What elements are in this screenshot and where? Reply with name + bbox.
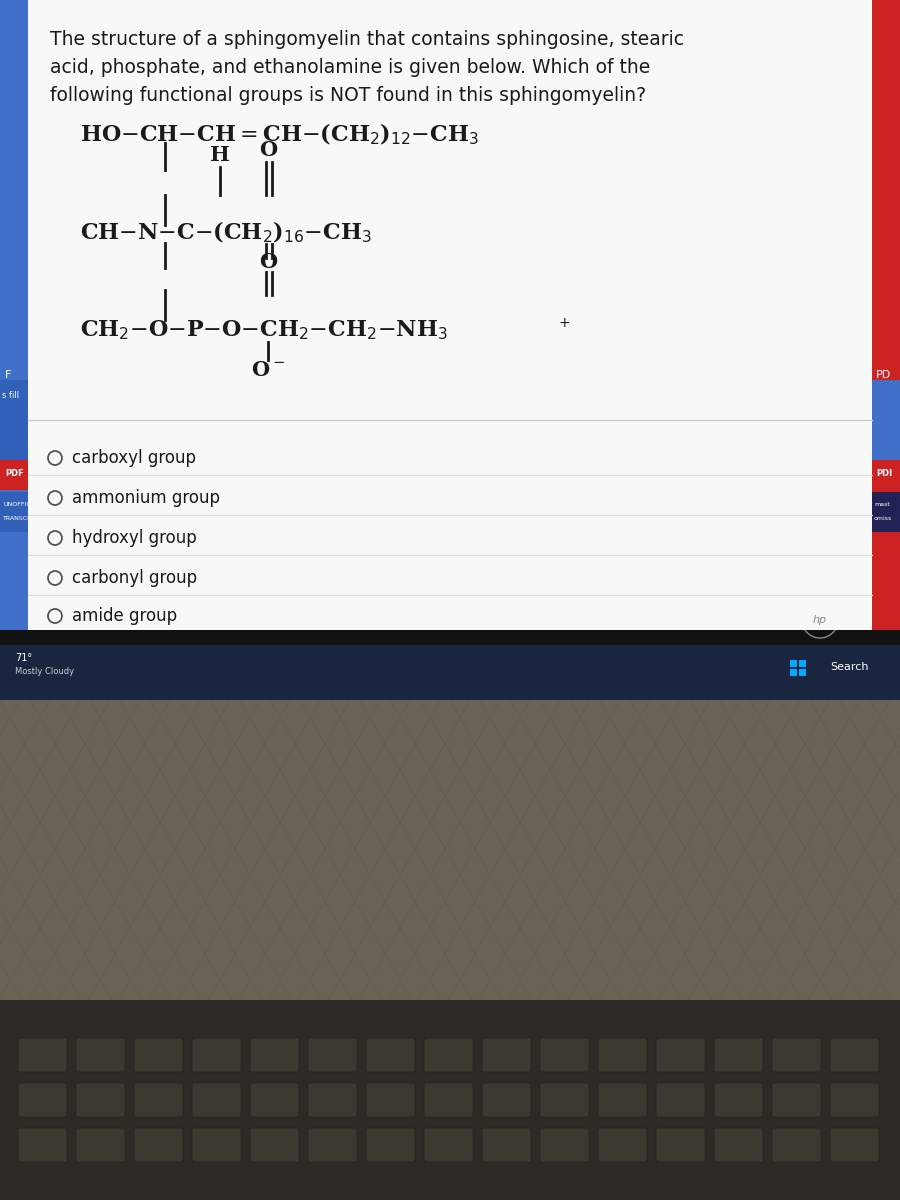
- Text: The structure of a sphingomyelin that contains sphingosine, stearic: The structure of a sphingomyelin that co…: [50, 30, 684, 49]
- FancyBboxPatch shape: [192, 1128, 241, 1162]
- FancyBboxPatch shape: [134, 1082, 183, 1117]
- FancyBboxPatch shape: [308, 1038, 357, 1072]
- Text: following functional groups is NOT found in this sphingomyelin?: following functional groups is NOT found…: [50, 86, 646, 104]
- FancyBboxPatch shape: [772, 1128, 821, 1162]
- Text: O$^-$: O$^-$: [251, 360, 285, 380]
- FancyBboxPatch shape: [308, 1082, 357, 1117]
- FancyBboxPatch shape: [482, 1128, 531, 1162]
- Text: hp: hp: [813, 614, 827, 625]
- FancyBboxPatch shape: [714, 1128, 763, 1162]
- Text: 71°: 71°: [15, 653, 32, 662]
- FancyBboxPatch shape: [18, 1128, 67, 1162]
- Bar: [0, 646, 900, 700]
- FancyBboxPatch shape: [540, 1128, 589, 1162]
- Bar: [798, 668, 806, 676]
- FancyBboxPatch shape: [656, 1128, 705, 1162]
- Text: hydroxyl group: hydroxyl group: [72, 529, 197, 547]
- Circle shape: [48, 571, 62, 584]
- Text: $^+$: $^+$: [556, 318, 571, 336]
- Text: PD: PD: [876, 370, 891, 380]
- FancyBboxPatch shape: [308, 1128, 357, 1162]
- Text: HO$-$CH$-$CH$=$CH$-$(CH$_2$)$_{12}$$-$CH$_3$: HO$-$CH$-$CH$=$CH$-$(CH$_2$)$_{12}$$-$CH…: [80, 122, 479, 148]
- Text: carboxyl group: carboxyl group: [72, 449, 196, 467]
- Bar: [0, 492, 28, 532]
- Text: carbonyl group: carbonyl group: [72, 569, 197, 587]
- Bar: [0, 1000, 900, 1200]
- FancyBboxPatch shape: [18, 1082, 67, 1117]
- FancyBboxPatch shape: [482, 1038, 531, 1072]
- FancyBboxPatch shape: [76, 1128, 125, 1162]
- Text: O: O: [259, 140, 277, 160]
- Text: O: O: [259, 252, 277, 272]
- Bar: [0, 630, 900, 646]
- Bar: [872, 0, 900, 630]
- Text: Mostly Cloudy: Mostly Cloudy: [15, 667, 74, 677]
- Text: H: H: [210, 145, 230, 164]
- Text: s fill: s fill: [2, 390, 19, 400]
- FancyBboxPatch shape: [656, 1082, 705, 1117]
- FancyBboxPatch shape: [250, 1038, 299, 1072]
- FancyBboxPatch shape: [714, 1038, 763, 1072]
- FancyBboxPatch shape: [250, 1128, 299, 1162]
- Text: acid, phosphate, and ethanolamine is given below. Which of the: acid, phosphate, and ethanolamine is giv…: [50, 58, 650, 77]
- FancyBboxPatch shape: [482, 1082, 531, 1117]
- FancyBboxPatch shape: [772, 1038, 821, 1072]
- Text: amide group: amide group: [72, 607, 177, 625]
- Text: TRANSCR: TRANSCR: [3, 516, 32, 521]
- FancyBboxPatch shape: [598, 1128, 647, 1162]
- Text: PDI: PDI: [876, 469, 892, 479]
- FancyBboxPatch shape: [598, 1038, 647, 1072]
- FancyBboxPatch shape: [192, 1038, 241, 1072]
- Bar: [0, 460, 28, 490]
- Circle shape: [48, 491, 62, 505]
- Text: Search: Search: [830, 662, 868, 672]
- Text: UNOFFIC: UNOFFIC: [3, 503, 31, 508]
- FancyBboxPatch shape: [598, 1082, 647, 1117]
- Bar: [0, 380, 28, 460]
- Text: F: F: [5, 370, 12, 380]
- Bar: [790, 660, 797, 667]
- Bar: [28, 0, 872, 630]
- Text: omiss: omiss: [874, 516, 892, 521]
- Text: mast: mast: [874, 503, 890, 508]
- FancyBboxPatch shape: [366, 1038, 415, 1072]
- FancyBboxPatch shape: [424, 1082, 473, 1117]
- Bar: [0, 0, 900, 630]
- Text: PDF: PDF: [5, 469, 23, 479]
- FancyBboxPatch shape: [830, 1082, 879, 1117]
- FancyBboxPatch shape: [830, 1128, 879, 1162]
- FancyBboxPatch shape: [134, 1128, 183, 1162]
- FancyBboxPatch shape: [76, 1038, 125, 1072]
- Text: CH$-$N$-$C$-$(CH$_2$)$_{16}$$-$CH$_3$: CH$-$N$-$C$-$(CH$_2$)$_{16}$$-$CH$_3$: [80, 220, 372, 245]
- Bar: [790, 668, 797, 676]
- Bar: [0, 0, 28, 630]
- FancyBboxPatch shape: [134, 1038, 183, 1072]
- Bar: [872, 380, 900, 460]
- Text: ammonium group: ammonium group: [72, 490, 220, 506]
- FancyBboxPatch shape: [540, 1038, 589, 1072]
- FancyBboxPatch shape: [250, 1082, 299, 1117]
- Bar: [0, 680, 900, 1200]
- FancyBboxPatch shape: [830, 1038, 879, 1072]
- FancyBboxPatch shape: [714, 1082, 763, 1117]
- FancyBboxPatch shape: [540, 1082, 589, 1117]
- Circle shape: [802, 602, 838, 638]
- FancyBboxPatch shape: [366, 1128, 415, 1162]
- FancyBboxPatch shape: [656, 1038, 705, 1072]
- FancyBboxPatch shape: [424, 1038, 473, 1072]
- Bar: [872, 492, 900, 532]
- FancyBboxPatch shape: [76, 1082, 125, 1117]
- FancyBboxPatch shape: [18, 1038, 67, 1072]
- Circle shape: [48, 608, 62, 623]
- FancyBboxPatch shape: [192, 1082, 241, 1117]
- Bar: [798, 660, 806, 667]
- FancyBboxPatch shape: [424, 1128, 473, 1162]
- FancyBboxPatch shape: [772, 1082, 821, 1117]
- Bar: [872, 460, 900, 490]
- FancyBboxPatch shape: [366, 1082, 415, 1117]
- Circle shape: [48, 530, 62, 545]
- Circle shape: [48, 451, 62, 464]
- Text: CH$_2$$-$O$-$P$-$O$-$CH$_2$$-$CH$_2$$-$NH$_3$: CH$_2$$-$O$-$P$-$O$-$CH$_2$$-$CH$_2$$-$N…: [80, 318, 448, 342]
